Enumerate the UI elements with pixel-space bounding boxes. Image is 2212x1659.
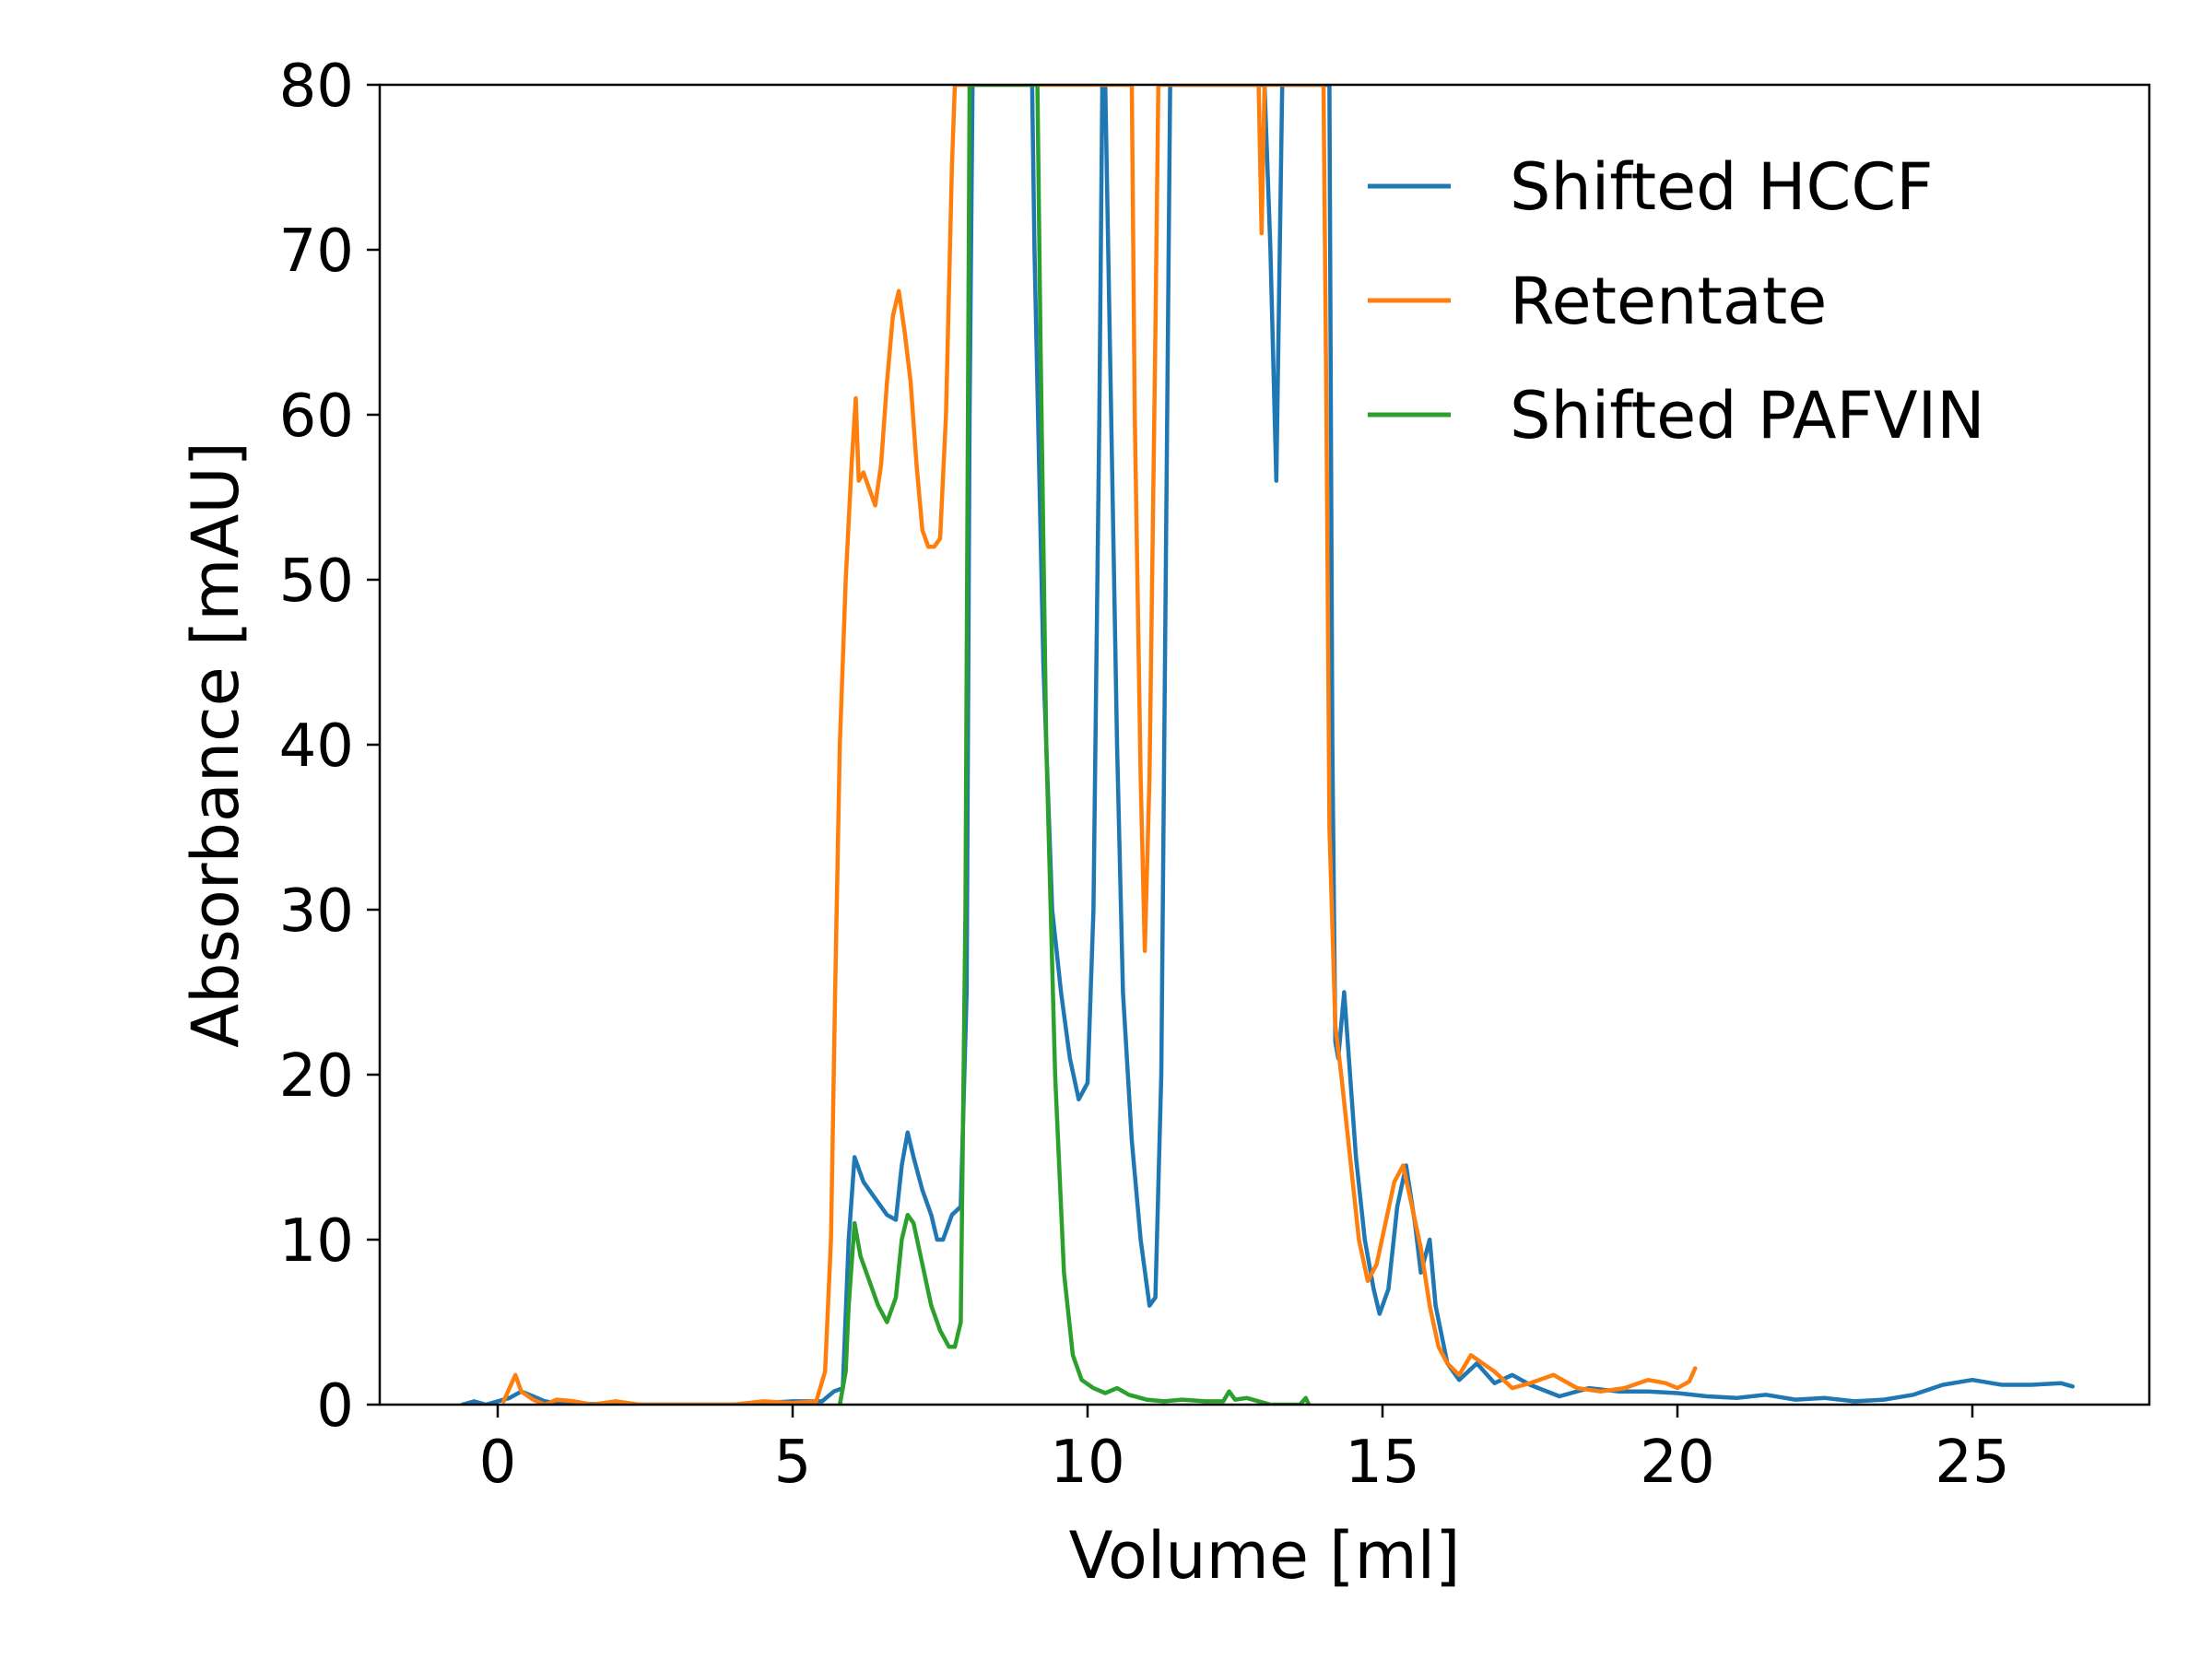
legend: Shifted HCCF Retentate Shifted PAFVIN — [1368, 149, 1985, 453]
y-tick-label: 10 — [279, 1207, 354, 1276]
legend-label-1: Shifted HCCF — [1510, 149, 1934, 225]
y-tick-label: 20 — [279, 1042, 354, 1111]
plot-area — [380, 85, 2149, 1405]
x-tick-label: 15 — [1345, 1429, 1419, 1497]
x-axis-title: Volume [ml] — [1069, 1518, 1461, 1594]
y-tick-label: 80 — [279, 53, 354, 121]
y-tick-label: 60 — [279, 382, 354, 451]
series-layer — [460, 85, 2076, 1405]
y-axis-title: Absorbance [mAU] — [178, 441, 253, 1048]
y-axis: 0 10 20 30 40 50 60 70 80 — [279, 53, 380, 1441]
x-tick-label: 0 — [479, 1429, 517, 1497]
x-tick-label: 10 — [1050, 1429, 1124, 1497]
x-tick-label: 5 — [774, 1429, 812, 1497]
x-tick-label: 20 — [1640, 1429, 1714, 1497]
series-line-2 — [501, 85, 1698, 1405]
series-line-3 — [837, 85, 1312, 1405]
y-tick-label: 30 — [279, 877, 354, 946]
legend-label-3: Shifted PAFVIN — [1510, 378, 1985, 453]
y-tick-label: 0 — [316, 1372, 354, 1441]
y-tick-label: 70 — [279, 218, 354, 286]
x-axis: 0 5 10 15 20 25 — [479, 1405, 2010, 1497]
y-tick-label: 40 — [279, 712, 354, 781]
y-tick-label: 50 — [279, 547, 354, 616]
x-tick-label: 25 — [1935, 1429, 2009, 1497]
legend-label-2: Retentate — [1510, 264, 1827, 339]
